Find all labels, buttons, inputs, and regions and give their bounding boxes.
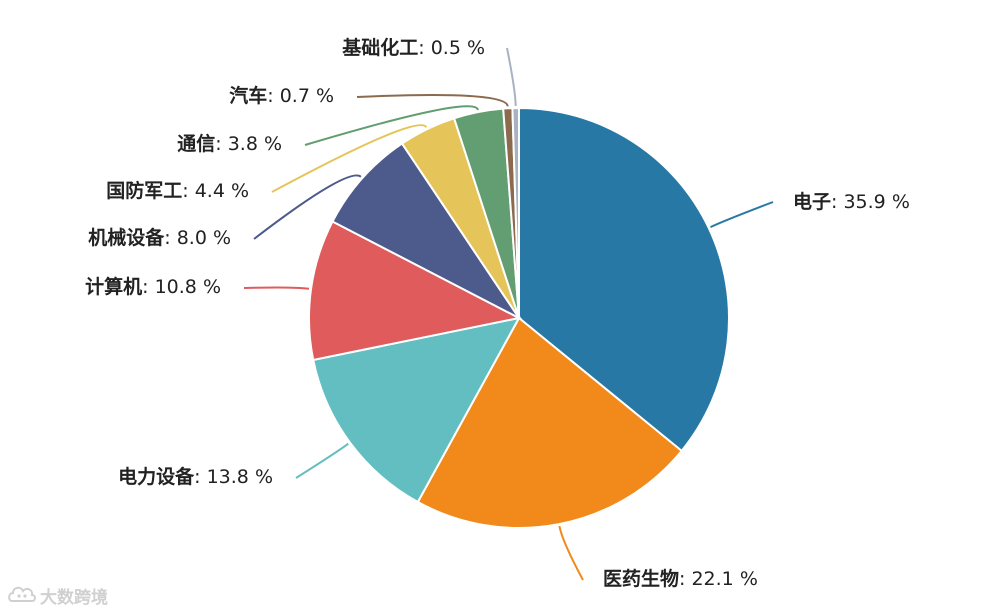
slice-3 — [312, 316, 521, 504]
slice-1 — [518, 106, 730, 453]
pie-slices — [308, 106, 730, 529]
slice-7-leader-line — [304, 105, 479, 146]
slice-4-label: 计算机: 10.8 % — [85, 275, 221, 298]
slice-8-label: 汽车: 0.7 % — [229, 84, 334, 107]
slice-3-leader-line — [295, 442, 349, 479]
slice-8-label-value: 0.7 % — [280, 85, 334, 107]
slice-9-label-separator: : — [418, 37, 430, 59]
slice-7-label-separator: : — [215, 133, 227, 155]
slice-5 — [331, 142, 520, 319]
slice-7-label: 通信: 3.8 % — [177, 132, 282, 155]
cloud-logo-icon — [8, 586, 36, 602]
slice-5-label-name: 机械设备 — [88, 226, 165, 249]
slice-2 — [416, 316, 684, 529]
slice-5-label-separator: : — [164, 227, 176, 249]
slice-3-label-separator: : — [194, 466, 206, 488]
leader-lines — [243, 47, 774, 581]
slice-labels: 电子: 35.9 % 医药生物: 22.1 % 电力设备: 13.8 % 计算机: 1… — [85, 36, 910, 590]
slice-4-label-name: 计算机 — [85, 275, 142, 298]
slice-3-label-name: 电力设备 — [118, 465, 195, 488]
slice-5-label: 机械设备: 8.0 % — [88, 226, 231, 249]
slice-1-label: 电子: 35.9 % — [793, 190, 910, 213]
slice-1-leader-line — [710, 201, 774, 229]
slice-8-label-name: 汽车 — [229, 84, 267, 107]
slice-6-label-value: 4.4 % — [195, 180, 249, 202]
slice-2-label-separator: : — [679, 568, 691, 590]
slice-8-label-separator: : — [267, 85, 279, 107]
slice-2-leader-line — [558, 525, 584, 581]
slice-2-label: 医药生物: 22.1 % — [603, 567, 758, 590]
slice-4-label-value: 10.8 % — [155, 276, 221, 298]
slice-6-label-name: 国防军工 — [106, 179, 182, 202]
slice-4-label-separator: : — [142, 276, 154, 298]
slice-9-leader-line — [506, 47, 517, 107]
slice-2-label-value: 22.1 % — [691, 568, 757, 590]
slice-6-label-separator: : — [182, 180, 194, 202]
slice-1-label-value: 35.9 % — [843, 191, 909, 213]
slice-7-label-name: 通信 — [177, 132, 215, 155]
slice-3-label: 电力设备: 13.8 % — [118, 465, 273, 488]
watermark: 大数跨境 — [8, 586, 108, 608]
slice-5-label-value: 8.0 % — [177, 227, 231, 249]
slice-9 — [511, 106, 520, 319]
slice-8-leader-line — [356, 94, 509, 107]
slice-1-label-name: 电子 — [793, 190, 831, 213]
slice-5-leader-line — [253, 174, 362, 240]
slice-7-label-value: 3.8 % — [228, 133, 282, 155]
slice-9-label-name: 基础化工 — [341, 36, 418, 59]
slice-9-label-value: 0.5 % — [431, 37, 485, 59]
slice-2-label-name: 医药生物 — [603, 567, 679, 590]
slice-3-label-value: 13.8 % — [207, 466, 273, 488]
watermark-text: 大数跨境 — [40, 587, 108, 608]
slice-4 — [308, 220, 522, 362]
slice-1-label-separator: : — [831, 191, 843, 213]
slice-6-label: 国防军工: 4.4 % — [106, 179, 249, 202]
slice-9-label: 基础化工: 0.5 % — [341, 36, 485, 59]
slice-4-leader-line — [243, 286, 310, 290]
slice-6-leader-line — [271, 124, 428, 193]
